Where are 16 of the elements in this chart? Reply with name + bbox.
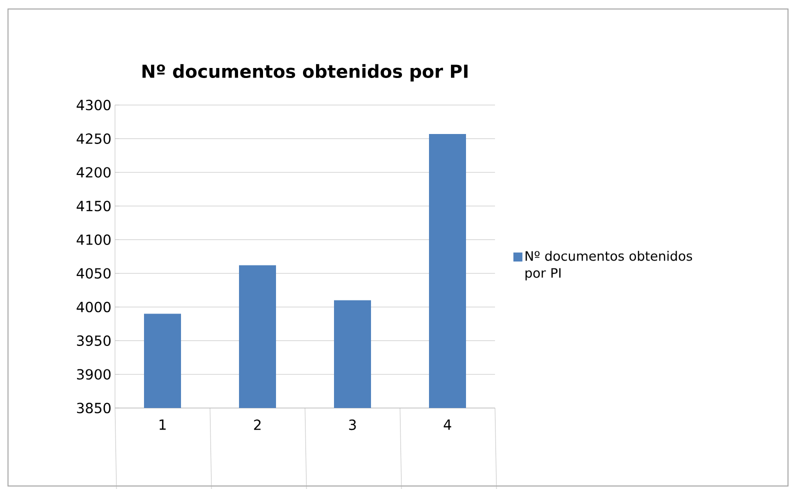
y-tick-label: 4300	[76, 100, 111, 110]
y-tick-label: 3900	[77, 369, 111, 380]
y-tick-label: 3950	[77, 335, 111, 346]
y-tick-label: 3850	[77, 402, 111, 414]
x-tick-label: 1	[160, 420, 166, 430]
y-tick-label: 4150	[76, 200, 111, 212]
chart-title: Nº documentos obtenidos por PI	[142, 64, 468, 82]
x-tick-label: 4	[444, 420, 452, 430]
y-tick-label: 4250	[76, 133, 111, 144]
y-tick-label: 4100	[76, 234, 111, 245]
x-tick-label: 2	[254, 420, 261, 430]
y-tick-label: 4050	[76, 268, 111, 279]
y-tick-label: 4000	[76, 302, 111, 312]
x-tick-label: 3	[349, 420, 356, 430]
y-tick-label: 4200	[76, 167, 111, 178]
legend-label: Nº documentos obtenidos por PI	[526, 250, 692, 280]
